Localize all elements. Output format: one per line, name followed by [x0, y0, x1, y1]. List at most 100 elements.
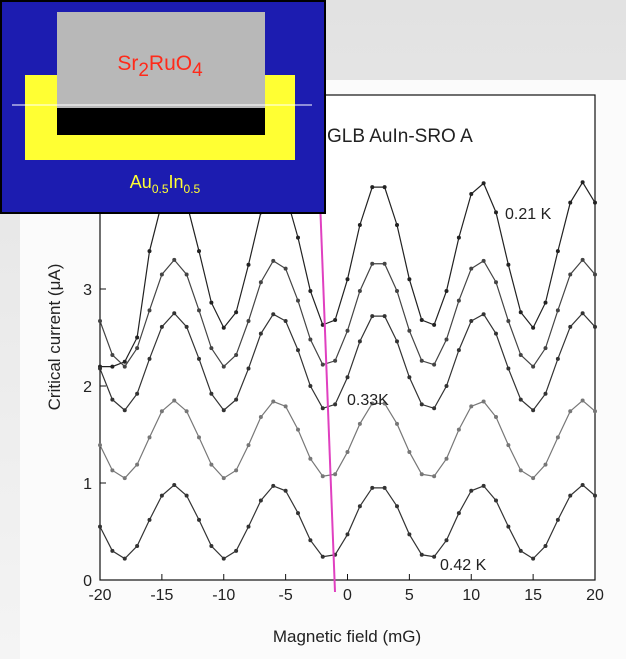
data-point [506, 262, 511, 267]
data-point [184, 409, 189, 414]
x-axis-label: Magnetic field (mG) [273, 627, 421, 646]
data-point [518, 397, 523, 402]
data-point [135, 335, 140, 340]
label-part: 0.5 [184, 182, 201, 196]
data-point [444, 337, 449, 342]
data-point [395, 288, 399, 293]
data-point [469, 488, 474, 493]
data-point [580, 398, 585, 403]
x-tick-label: -10 [212, 587, 235, 604]
data-point [221, 556, 226, 561]
inset: Sr2RuO4 Au0.5In0.5 [0, 0, 326, 214]
data-point [258, 280, 263, 285]
data-point [568, 200, 573, 205]
annotation: 0.42 K [440, 557, 487, 574]
data-point [147, 435, 152, 440]
data-point [357, 222, 362, 227]
data-point [419, 358, 424, 363]
data-point [432, 362, 437, 367]
data-point [593, 493, 597, 498]
data-point [357, 339, 362, 344]
data-point [122, 408, 127, 413]
data-point [246, 524, 251, 529]
data-point [593, 409, 597, 414]
data-point [271, 399, 276, 404]
data-point [382, 261, 387, 266]
data-point [543, 544, 548, 549]
data-point [555, 517, 560, 522]
data-point [518, 468, 523, 473]
data-point [419, 472, 424, 477]
data-point [283, 319, 288, 324]
data-point [209, 346, 214, 351]
data-point [382, 401, 387, 406]
label-part: RuO [149, 52, 192, 75]
data-point [506, 443, 511, 448]
data-point [234, 352, 239, 357]
data-point [506, 524, 511, 529]
data-point [308, 288, 313, 293]
data-point [209, 462, 214, 467]
data-point [246, 319, 251, 324]
label-part: In [169, 172, 184, 192]
data-point [543, 462, 548, 467]
data-point [283, 488, 288, 493]
data-point [432, 474, 437, 479]
data-point [370, 185, 375, 190]
data-point [568, 493, 573, 498]
data-point [197, 356, 201, 361]
data-point [407, 328, 412, 333]
data-point [345, 277, 350, 282]
data-point [419, 552, 424, 557]
data-point [271, 483, 276, 488]
data-point [296, 348, 300, 353]
data-point [593, 324, 597, 329]
data-point [531, 364, 536, 369]
data-point [110, 468, 115, 473]
data-point [135, 346, 140, 351]
x-tick-label: 5 [405, 587, 414, 604]
data-point [518, 548, 523, 553]
data-point [234, 468, 239, 473]
data-point [407, 277, 412, 282]
data-point [481, 483, 486, 488]
data-point [382, 185, 387, 190]
data-point [308, 456, 313, 461]
data-point [555, 435, 560, 440]
data-point [580, 311, 585, 316]
data-point [172, 311, 177, 316]
data-point [320, 474, 325, 479]
data-point [122, 556, 127, 561]
data-point [456, 348, 461, 353]
data-point [122, 359, 127, 364]
data-point [172, 482, 177, 487]
data-point [135, 462, 140, 467]
data-point [469, 319, 474, 324]
data-point [209, 391, 214, 396]
data-point [221, 325, 226, 330]
data-point [407, 532, 412, 537]
data-point [159, 493, 164, 498]
data-point [184, 493, 189, 498]
data-point [110, 364, 115, 369]
data-point [395, 222, 399, 227]
data-point [258, 498, 263, 503]
data-point [456, 511, 461, 516]
data-point [345, 532, 350, 537]
data-point [531, 476, 536, 481]
data-point [593, 272, 597, 277]
data-point [110, 352, 115, 357]
y-tick-label: 3 [83, 282, 92, 299]
data-point [308, 538, 313, 543]
x-tick-label: -15 [150, 587, 173, 604]
x-tick-label: 10 [462, 587, 480, 604]
data-point [258, 415, 263, 420]
data-point [197, 308, 201, 313]
data-point [159, 409, 164, 414]
data-point [543, 391, 548, 396]
data-point [444, 456, 449, 461]
data-point [444, 288, 449, 293]
data-point [580, 482, 585, 487]
data-point [246, 366, 251, 371]
